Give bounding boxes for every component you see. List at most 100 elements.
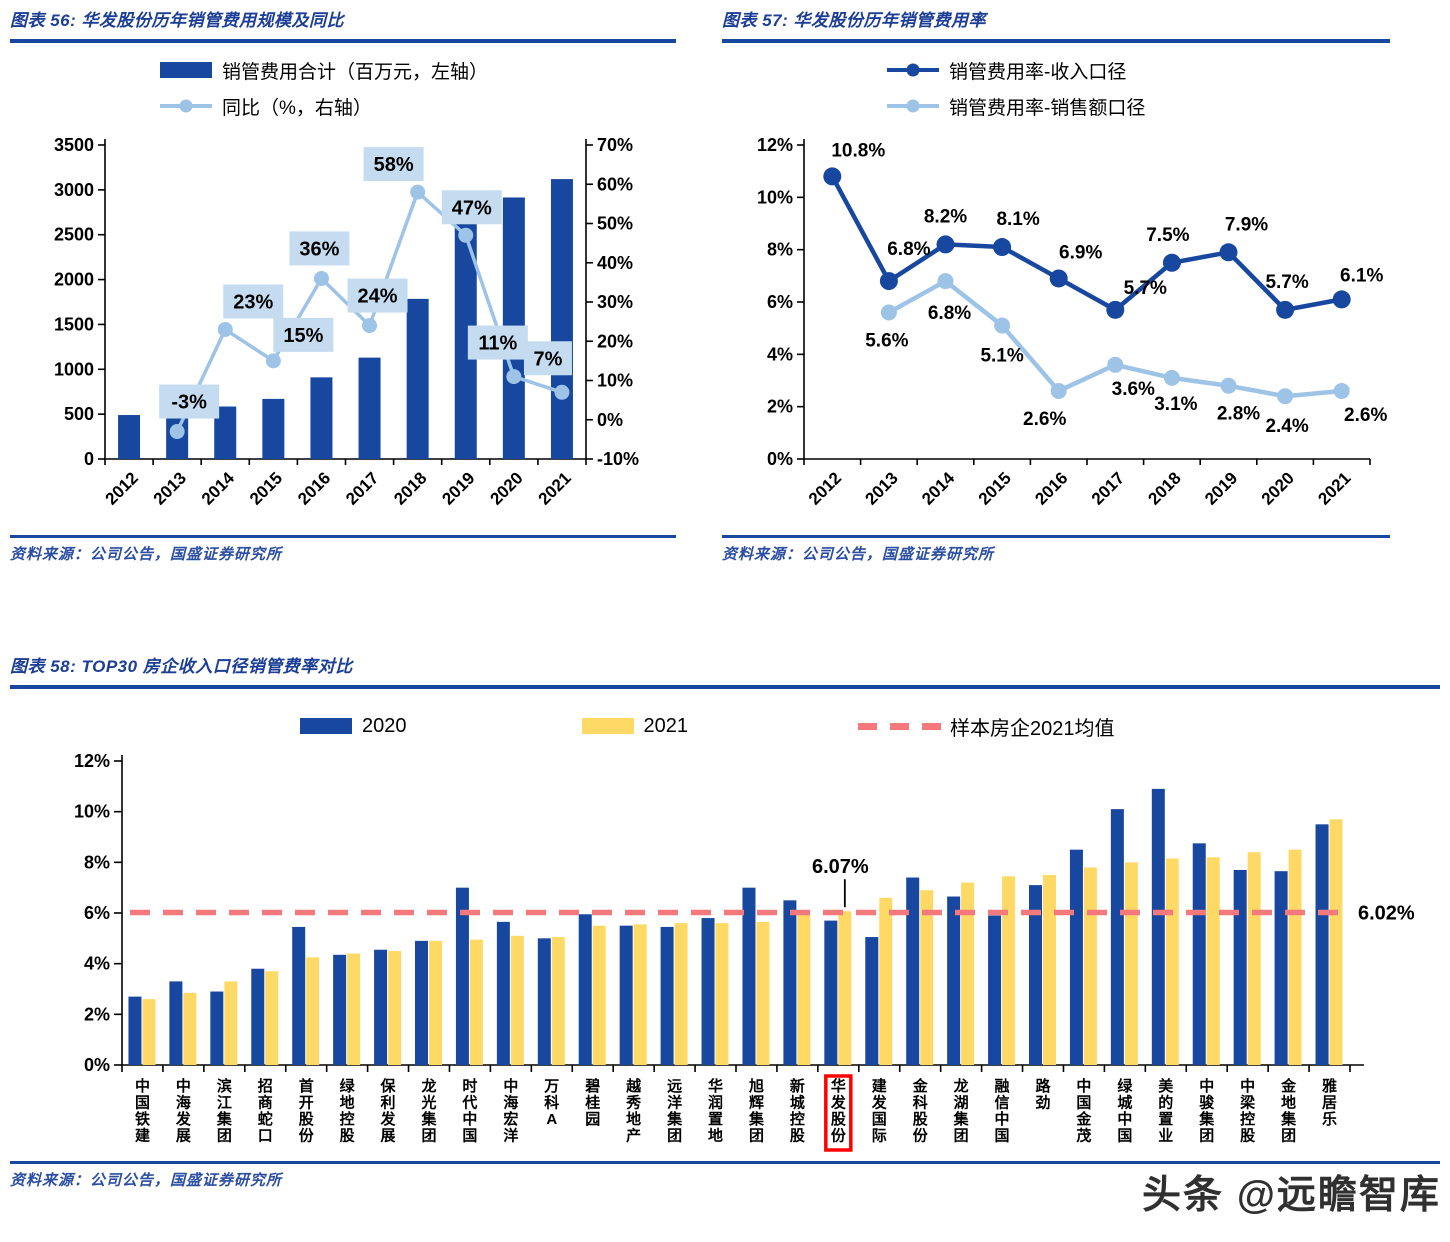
svg-text:海: 海 xyxy=(503,1094,518,1112)
svg-text:国: 国 xyxy=(872,1111,887,1128)
svg-text:4%: 4% xyxy=(767,344,793,364)
svg-text:中: 中 xyxy=(1076,1077,1091,1095)
svg-text:47%: 47% xyxy=(452,197,492,219)
svg-text:新: 新 xyxy=(790,1077,805,1095)
svg-text:科: 科 xyxy=(913,1094,928,1112)
svg-text:龙: 龙 xyxy=(953,1077,969,1095)
svg-text:置: 置 xyxy=(708,1111,723,1128)
figure-57-title-rule xyxy=(722,39,1390,43)
svg-text:0: 0 xyxy=(84,449,94,469)
svg-text:开: 开 xyxy=(299,1095,314,1112)
svg-text:份: 份 xyxy=(299,1127,315,1145)
svg-text:2016: 2016 xyxy=(294,468,334,508)
figure-56-legend-line: 同比（%，右轴） xyxy=(160,93,676,119)
svg-text:中: 中 xyxy=(1240,1077,1255,1095)
figure-57-legend-income: 销管费用率-收入口径 xyxy=(887,57,1390,83)
svg-text:地: 地 xyxy=(1281,1094,1296,1112)
svg-text:发: 发 xyxy=(871,1094,888,1112)
svg-text:8%: 8% xyxy=(767,240,793,260)
svg-text:茂: 茂 xyxy=(1076,1127,1091,1145)
figure-56-legend-bar: 销管费用合计（百万元，左轴） xyxy=(160,57,676,83)
figure-58-source: 资料来源：公司公告，国盛证券研究所 xyxy=(10,1172,283,1189)
figure-58-title: 图表 58: TOP30 房企收入口径销管费率对比 xyxy=(10,657,353,676)
svg-text:2.8%: 2.8% xyxy=(1217,404,1260,425)
svg-text:洋: 洋 xyxy=(503,1127,518,1145)
svg-text:团: 团 xyxy=(421,1128,436,1145)
svg-text:业: 业 xyxy=(1158,1128,1173,1145)
svg-text:乐: 乐 xyxy=(1322,1110,1337,1128)
figure-58: 图表 58: TOP30 房企收入口径销管费率对比 2020 2021 样本房企… xyxy=(10,652,1440,1190)
svg-text:团: 团 xyxy=(1199,1128,1214,1145)
svg-text:城: 城 xyxy=(790,1094,805,1112)
svg-text:集: 集 xyxy=(216,1110,233,1128)
svg-text:中: 中 xyxy=(503,1077,518,1095)
svg-text:36%: 36% xyxy=(299,238,339,260)
svg-text:发: 发 xyxy=(175,1110,192,1128)
svg-text:雅: 雅 xyxy=(1321,1077,1337,1095)
svg-text:发: 发 xyxy=(380,1110,397,1128)
svg-text:70%: 70% xyxy=(597,135,633,155)
svg-text:2500: 2500 xyxy=(54,225,94,245)
svg-text:滨: 滨 xyxy=(217,1077,232,1095)
svg-text:2013: 2013 xyxy=(150,468,190,508)
svg-text:6.07%: 6.07% xyxy=(812,856,869,878)
figure-58-plot: 0%2%4%6%8%10%12%中国铁建中海发展滨江集团招商蛇口首开股份绿地控股… xyxy=(74,751,1415,1152)
figure-58-legend-mean: 样本房企2021均值 xyxy=(858,712,1115,741)
svg-text:宏: 宏 xyxy=(503,1110,518,1128)
svg-text:2021: 2021 xyxy=(1314,468,1354,508)
svg-text:园: 园 xyxy=(585,1111,600,1128)
svg-text:3500: 3500 xyxy=(54,135,94,155)
svg-text:中: 中 xyxy=(995,1110,1010,1128)
svg-text:-10%: -10% xyxy=(597,449,639,469)
svg-text:集: 集 xyxy=(748,1110,765,1128)
figure-56-source-rule xyxy=(10,535,676,538)
svg-text:铁: 铁 xyxy=(135,1110,150,1128)
svg-text:融: 融 xyxy=(995,1077,1010,1095)
svg-text:发: 发 xyxy=(830,1094,847,1112)
svg-text:2013: 2013 xyxy=(862,468,902,508)
svg-text:2014: 2014 xyxy=(918,468,959,509)
svg-text:国: 国 xyxy=(462,1128,477,1145)
bar-swatch-icon xyxy=(581,718,634,734)
svg-text:国: 国 xyxy=(995,1128,1010,1145)
svg-text:6.8%: 6.8% xyxy=(928,303,971,324)
svg-text:碧: 碧 xyxy=(584,1077,600,1095)
svg-text:中: 中 xyxy=(135,1077,150,1095)
svg-text:集: 集 xyxy=(953,1110,970,1128)
svg-text:控: 控 xyxy=(790,1110,805,1128)
svg-text:地: 地 xyxy=(708,1127,723,1145)
svg-text:金: 金 xyxy=(1280,1077,1297,1095)
svg-text:团: 团 xyxy=(749,1128,764,1145)
svg-text:建: 建 xyxy=(872,1077,888,1095)
svg-text:首: 首 xyxy=(299,1077,314,1095)
svg-text:2020: 2020 xyxy=(1258,468,1298,508)
svg-text:40%: 40% xyxy=(597,253,633,273)
svg-text:2021: 2021 xyxy=(535,468,575,508)
svg-text:金: 金 xyxy=(1075,1110,1092,1128)
svg-text:23%: 23% xyxy=(233,291,273,313)
svg-text:6.8%: 6.8% xyxy=(887,239,930,260)
svg-text:5.7%: 5.7% xyxy=(1265,272,1308,293)
svg-text:6.9%: 6.9% xyxy=(1059,242,1102,263)
svg-text:桂: 桂 xyxy=(584,1094,600,1112)
legend-label: 销管费用率-收入口径 xyxy=(949,61,1127,83)
svg-text:12%: 12% xyxy=(757,135,793,155)
svg-text:居: 居 xyxy=(1322,1095,1337,1112)
line-swatch-icon xyxy=(887,99,939,113)
figure-58-legend-2020: 2020 xyxy=(300,715,407,738)
svg-text:口: 口 xyxy=(258,1128,273,1145)
svg-text:辉: 辉 xyxy=(749,1095,764,1112)
svg-text:0%: 0% xyxy=(597,410,623,430)
svg-text:中: 中 xyxy=(1117,1110,1132,1128)
svg-text:中: 中 xyxy=(1199,1077,1214,1095)
svg-text:地: 地 xyxy=(626,1110,641,1128)
svg-text:际: 际 xyxy=(872,1128,887,1145)
figure-56-title: 图表 56: 华发股份历年销管费用规模及同比 xyxy=(10,11,345,30)
svg-text:2019: 2019 xyxy=(1201,468,1241,508)
svg-text:股: 股 xyxy=(340,1128,356,1145)
svg-text:控: 控 xyxy=(340,1110,355,1128)
figure-57-legend: 销管费用率-收入口径 销管费用率-销售额口径 xyxy=(887,57,1390,119)
svg-text:集: 集 xyxy=(1280,1110,1297,1128)
figure-56-title-rule xyxy=(10,39,676,43)
svg-text:2000: 2000 xyxy=(54,270,94,290)
